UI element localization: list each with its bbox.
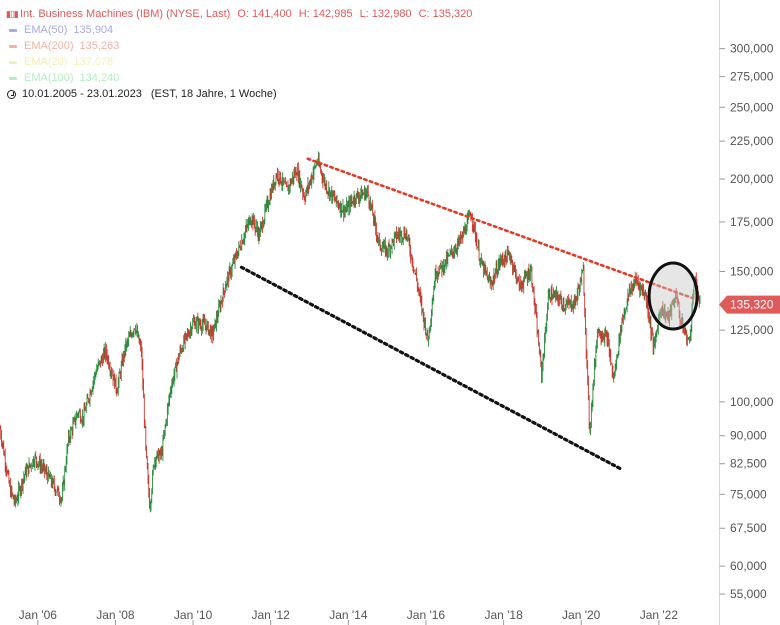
x-axis: Jan '06 Jan '08 Jan '10 Jan '12 Jan '14 Jan '…	[19, 608, 679, 625]
y-tick-label: 300,000	[730, 42, 774, 56]
low-value: L: 132,980	[359, 8, 412, 20]
legend-item-ema200[interactable]: EMA(200) 135,263	[6, 38, 472, 54]
high-value: H: 142,985	[298, 8, 353, 20]
y-tick-label: 225,000	[730, 134, 774, 148]
y-tick-label: 250,000	[730, 100, 774, 114]
y-tick-label: 150,000	[730, 265, 774, 279]
y-tick-label: 75,000	[730, 487, 767, 501]
x-tick-label: Jan '06	[19, 608, 58, 622]
price-tag-label: 135,320	[730, 298, 774, 312]
ema50-value: 135,904	[73, 24, 114, 36]
legend-item-ema20[interactable]: EMA(20) 137,078	[6, 54, 472, 70]
ema20-swatch	[9, 60, 17, 64]
last-price-tag: 135,320	[719, 295, 780, 314]
y-tick-label: 125,000	[730, 323, 774, 337]
chart-legend: ▮▯▮ Int. Business Machines (IBM) (NYSE, …	[6, 6, 472, 102]
resistance-trendline	[306, 157, 695, 300]
ema100-swatch	[9, 76, 17, 80]
candlestick-icon: ▮▯▮	[6, 9, 19, 19]
ema50-swatch	[9, 28, 17, 32]
x-tick-label: Jan '20	[562, 608, 601, 622]
x-tick-label: Jan '16	[407, 608, 446, 622]
period-range: 10.01.2005 - 23.01.2023	[22, 88, 142, 100]
x-tick-label: Jan '08	[96, 608, 135, 622]
x-tick-label: Jan '22	[640, 608, 679, 622]
x-tick-label: Jan '12	[252, 608, 291, 622]
clock-icon	[7, 89, 16, 99]
ema50-label: EMA(50)	[24, 24, 68, 36]
open-value: O: 141,400	[237, 8, 292, 20]
instrument-header: ▮▯▮ Int. Business Machines (IBM) (NYSE, …	[6, 6, 472, 22]
y-tick-label: 60,000	[730, 559, 767, 573]
support-trendline	[239, 265, 624, 472]
x-tick-label: Jan '14	[329, 608, 368, 622]
y-tick-label: 200,000	[730, 172, 774, 186]
legend-item-ema50[interactable]: EMA(50) 135,904	[6, 22, 472, 38]
ema200-value: 135,263	[79, 40, 120, 52]
x-tick-label: Jan '10	[174, 608, 213, 622]
y-tick-label: 90,000	[730, 429, 767, 443]
instrument-title: Int. Business Machines (IBM) (NYSE, Last…	[20, 8, 231, 20]
close-value: C: 135,320	[418, 8, 473, 20]
y-axis: 300,000 275,000 250,000 225,000 200,000 175,0…	[719, 42, 774, 601]
x-tick-label: Jan '18	[484, 608, 523, 622]
highlight-circle	[647, 261, 699, 331]
y-tick-label: 82,500	[730, 457, 767, 471]
y-tick-label: 275,000	[730, 70, 774, 84]
ema20-label: EMA(20)	[24, 56, 68, 68]
y-tick-label: 175,000	[730, 215, 774, 229]
period-row: 10.01.2005 - 23.01.2023 (EST, 18 Jahre, …	[6, 86, 472, 102]
ema200-label: EMA(200)	[24, 40, 74, 52]
ema20-value: 137,078	[73, 56, 114, 68]
period-info: (EST, 18 Jahre, 1 Woche)	[150, 88, 277, 100]
ema100-label: EMA(100)	[24, 72, 74, 84]
candlestick-series	[0, 151, 701, 513]
y-tick-label: 67,500	[730, 521, 767, 535]
legend-item-ema100[interactable]: EMA(100) 134,240	[6, 70, 472, 86]
y-tick-label: 100,000	[730, 395, 774, 409]
trendline-annotations	[239, 157, 699, 472]
ema200-swatch	[9, 44, 17, 48]
price-tag-shape	[719, 295, 780, 314]
ema100-value: 134,240	[79, 72, 120, 84]
y-tick-label: 55,000	[730, 587, 767, 601]
